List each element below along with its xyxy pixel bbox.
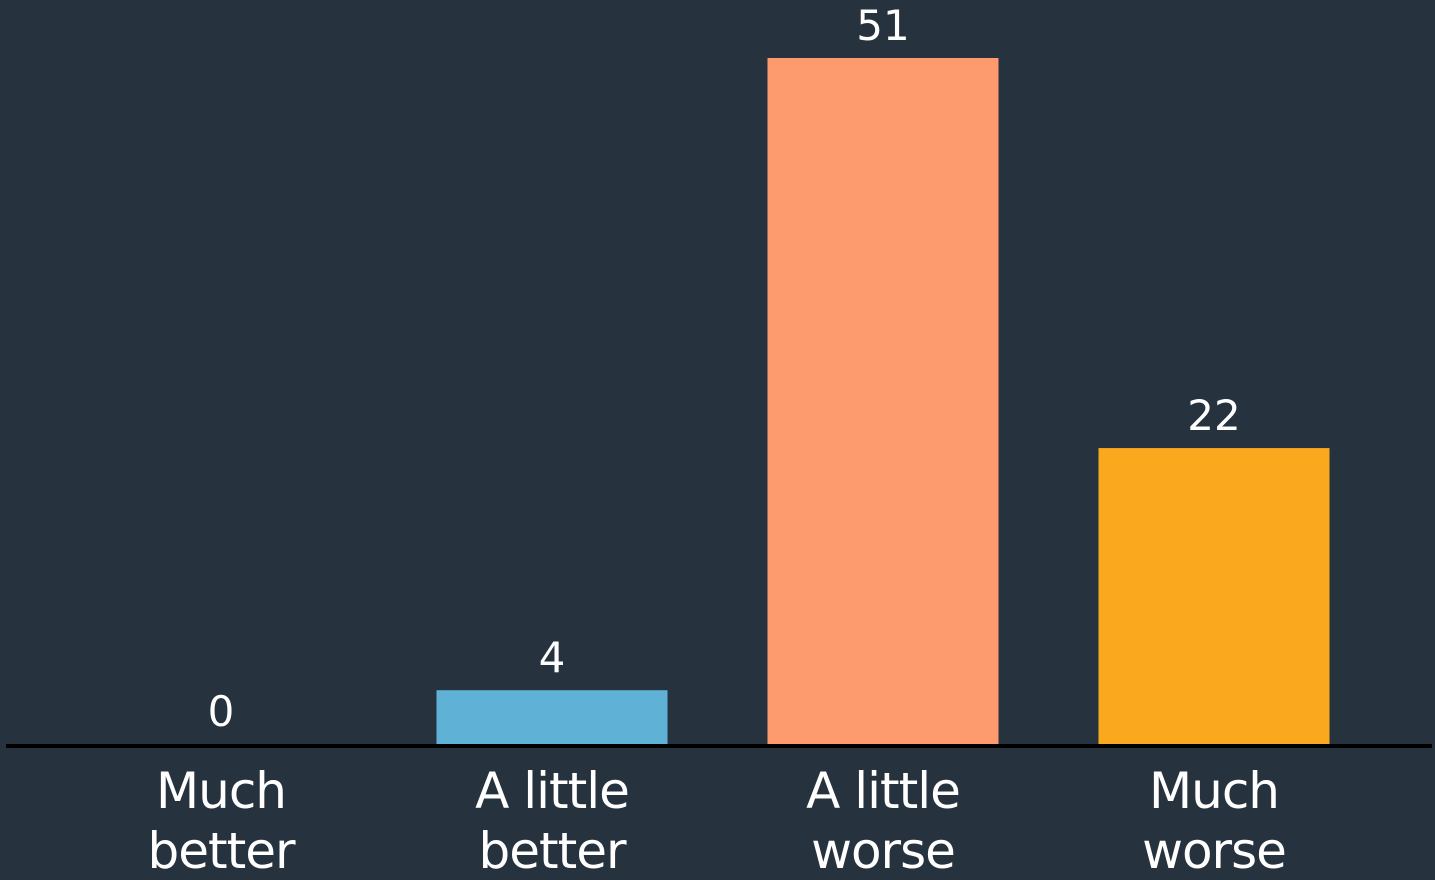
value-labels-group: 0 4 51 22: [208, 1, 1241, 736]
category-label-line: A little: [806, 762, 960, 820]
category-label: A little better: [475, 762, 629, 880]
bar: [436, 690, 668, 744]
category-label: A little worse: [806, 762, 960, 880]
category-label: Much worse: [1142, 762, 1286, 880]
bar: [767, 58, 999, 744]
bar-value-label: 22: [1187, 391, 1240, 440]
bar-value-label: 0: [208, 687, 235, 736]
category-label-line: worse: [1142, 822, 1286, 880]
bar-value-label: 4: [539, 633, 566, 682]
category-label-line: Much: [1149, 762, 1279, 820]
category-label-line: better: [147, 822, 295, 880]
bars-group: [436, 58, 1330, 744]
category-label-line: worse: [811, 822, 955, 880]
bar: [1098, 448, 1330, 744]
category-label-line: Much: [156, 762, 286, 820]
category-label-line: better: [478, 822, 626, 880]
category-label-line: A little: [475, 762, 629, 820]
category-label: Much better: [147, 762, 295, 880]
bar-value-label: 51: [856, 1, 909, 50]
